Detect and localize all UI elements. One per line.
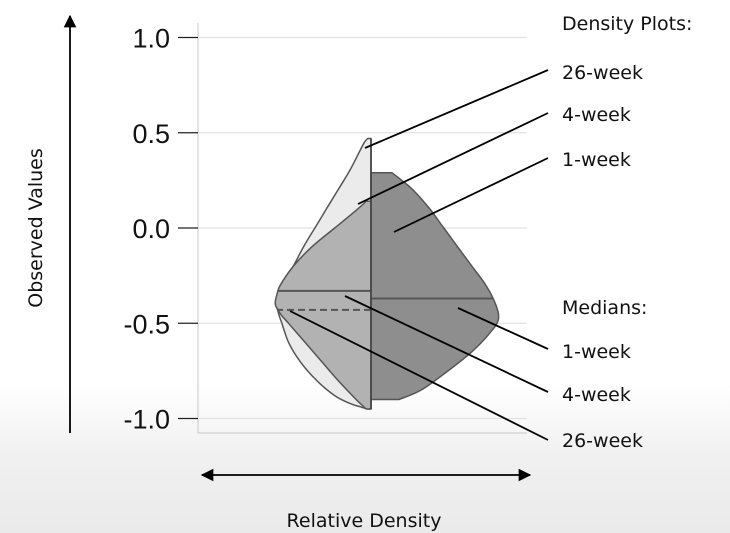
y-tick-label: -0.5 [123,309,170,339]
median-label-26-week: 26-week [562,430,643,452]
y-tick-label: 0.5 [132,119,170,149]
density-label-1-week: 1-week [562,149,631,171]
x-axis-title: Relative Density [287,510,442,532]
violin-4-week [274,200,372,410]
median-label-1-week: 1-week [562,341,631,363]
violin-1-week [370,172,500,401]
density-label-26-week: 26-week [562,62,643,84]
y-axis-title: Observed Values [25,148,47,308]
density-label-4-week: 4-week [562,104,631,126]
y-tick-label: 0.0 [132,214,170,244]
leader-density-26-week [364,69,549,149]
median-label-4-week: 4-week [562,384,631,406]
leader-median-4-week [344,295,549,393]
y-tick-label: -1.0 [123,405,170,435]
leader-density-4-week [357,112,549,205]
leader-median-1-week [457,307,549,350]
leader-median-26-week [289,310,549,441]
medians-header: Medians: [562,297,647,319]
y-tick-label: 1.0 [132,24,170,54]
leader-density-1-week [393,157,549,233]
density-plots-header: Density Plots: [562,13,692,35]
